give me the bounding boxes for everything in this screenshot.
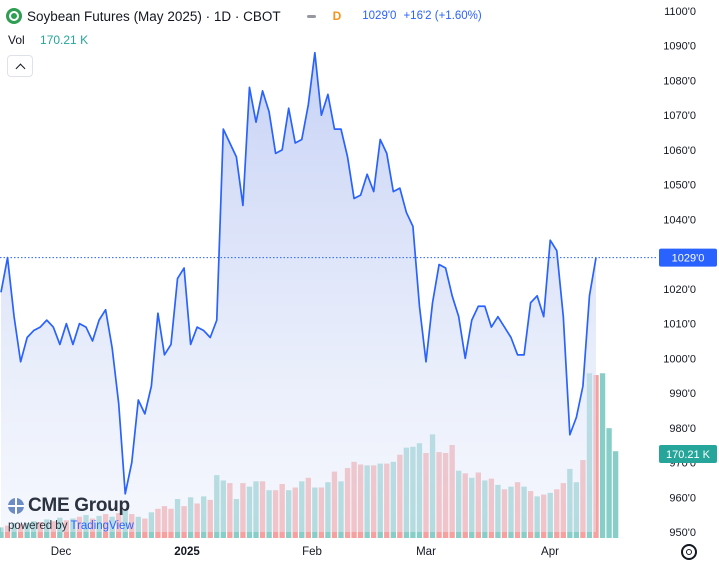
- last-price-badge: 1029'0: [672, 253, 705, 265]
- symbol-logo-icon: [6, 8, 22, 24]
- time-tick-label: Apr: [541, 546, 559, 558]
- volume-bar: [612, 451, 619, 538]
- chart-settings-icon[interactable]: [681, 544, 697, 560]
- price-tick-label: 1010'0: [663, 319, 696, 331]
- price-tick-label: 960'0: [669, 492, 696, 504]
- cme-group-text: CME Group: [28, 495, 130, 516]
- tradingview-text: TradingView: [70, 520, 134, 532]
- volume-value: 170.21 K: [40, 33, 89, 47]
- price-tick-label: 980'0: [669, 423, 696, 435]
- last-price-badge-bg: [659, 248, 717, 267]
- cme-globe-icon: [8, 498, 24, 514]
- cme-group-logo: CME Group: [8, 495, 134, 517]
- symbol-title[interactable]: Soybean Futures (May 2025) · 1D · CBOT: [27, 8, 281, 24]
- legend-change: +16'2 (+1.60%): [403, 10, 482, 22]
- time-tick-label: Feb: [302, 546, 322, 558]
- price-tick-label: 1090'0: [663, 41, 696, 53]
- price-tick-label: 1020'0: [663, 284, 696, 296]
- chart-legend: Soybean Futures (May 2025) · 1D · CBOT D…: [6, 8, 482, 24]
- delayed-data-badge[interactable]: D: [332, 9, 342, 23]
- time-axis[interactable]: Dec 2025 Feb Mar Apr: [51, 546, 559, 558]
- volume-legend: Vol 170.21 K: [8, 33, 88, 47]
- price-tick-label: 1060'0: [663, 145, 696, 157]
- powered-by-text: powered by: [8, 520, 68, 532]
- price-axis[interactable]: 1100'0 1090'0 1080'0 1070'0 1060'0 1050'0 1040…: [663, 6, 696, 539]
- time-tick-label: Dec: [51, 546, 72, 558]
- volume-bar: [606, 428, 612, 538]
- price-tick-label: 1050'0: [663, 180, 696, 192]
- last-volume-badge: 170.21 K: [666, 449, 711, 461]
- price-tick-label: 950'0: [669, 527, 696, 539]
- time-tick-label: 2025: [174, 546, 200, 558]
- price-area: [1, 52, 596, 533]
- time-tick-label: Mar: [416, 546, 436, 558]
- collapse-legend-button[interactable]: [7, 55, 33, 77]
- price-tick-label: 1100'0: [664, 6, 696, 18]
- legend-price: 1029'0: [362, 10, 397, 22]
- branding: CME Group powered by TradingView: [8, 495, 134, 532]
- powered-by[interactable]: powered by TradingView: [8, 520, 134, 532]
- price-tick-label: 1040'0: [663, 214, 696, 226]
- volume-bar: [0, 527, 4, 538]
- volume-label: Vol: [8, 33, 25, 47]
- price-tick-label: 1070'0: [663, 110, 696, 122]
- volume-bar: [599, 373, 606, 538]
- price-tick-label: 1080'0: [663, 76, 696, 88]
- price-line: [0, 51, 597, 495]
- price-tick-label: 990'0: [669, 388, 696, 400]
- legend-line-icon: [306, 14, 316, 18]
- price-tick-label: 1000'0: [663, 353, 696, 365]
- last-volume-badge-bg: [659, 445, 717, 463]
